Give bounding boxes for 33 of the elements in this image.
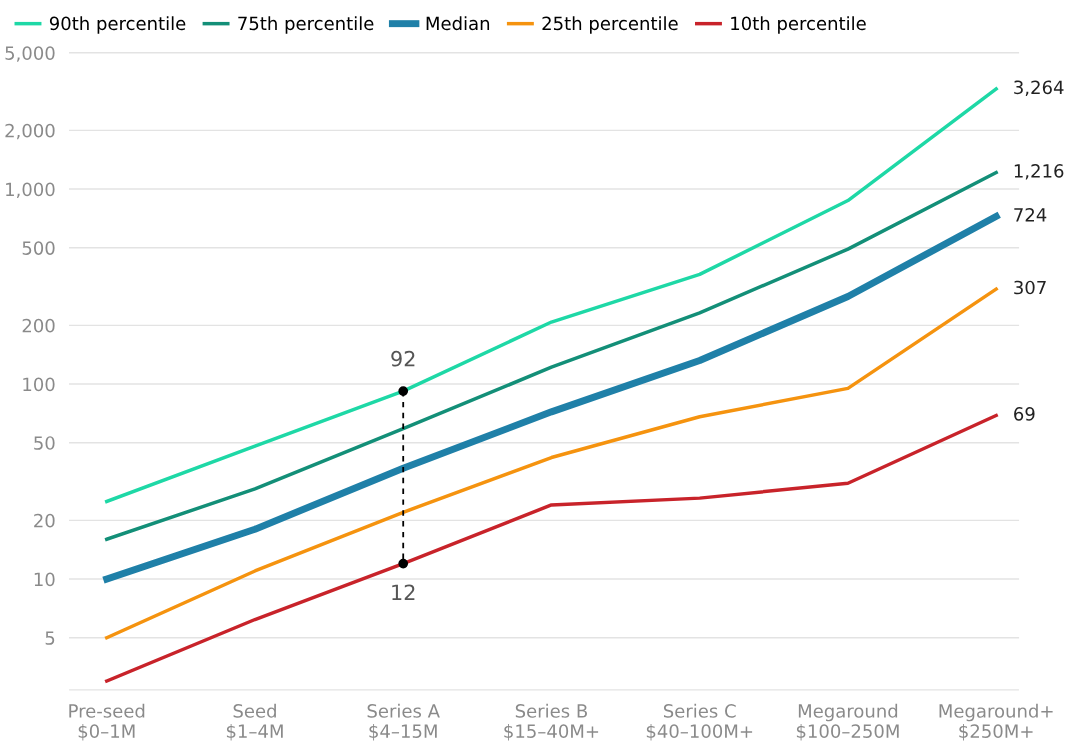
legend-label: 75th percentile: [238, 16, 374, 34]
data-label: 724: [1014, 208, 1047, 222]
y-tick-label: 200: [22, 318, 55, 333]
y-tick-label: 500: [22, 241, 55, 255]
line-series: [105, 413, 998, 683]
legend-label: 90th percentile: [49, 16, 186, 34]
data-label: 307: [1014, 280, 1046, 295]
data-label: 69: [1014, 407, 1035, 421]
y-tick-label: 5,000: [5, 46, 55, 62]
legend-label: Median: [426, 16, 490, 31]
data-label: 1,216: [1014, 164, 1064, 180]
y-tick-label: 10: [34, 572, 55, 587]
line-series: [105, 87, 998, 504]
y-tick-label: 20: [34, 513, 55, 528]
x-tick-label: Series B $15–40M+: [504, 703, 599, 741]
x-tick-label: Series C $40–100M+: [646, 703, 753, 741]
annotation: 12: [392, 584, 415, 600]
legend-label: 10th percentile: [731, 16, 866, 34]
y-tick-label: 2,000: [5, 123, 55, 140]
x-tick-label: Seed $1–4M: [226, 703, 283, 741]
annotation: 92: [391, 350, 415, 367]
y-tick-label: 1,000: [6, 182, 55, 199]
x-tick-label: Megaround $100–250M: [796, 703, 899, 741]
x-tick-label: Series A $4–15M: [367, 703, 440, 741]
line-series: [105, 287, 998, 640]
y-tick-label: 50: [34, 436, 55, 450]
x-tick-label: Megaround+ $250M+: [939, 703, 1053, 741]
line-series: [105, 170, 998, 541]
y-tick-label: 100: [23, 377, 55, 392]
legend-label: 25th percentile: [542, 16, 678, 34]
x-tick-label: Pre-seed $0–1M: [69, 703, 145, 741]
y-tick-label: 5: [45, 631, 55, 645]
data-label: 3,264: [1014, 80, 1064, 96]
